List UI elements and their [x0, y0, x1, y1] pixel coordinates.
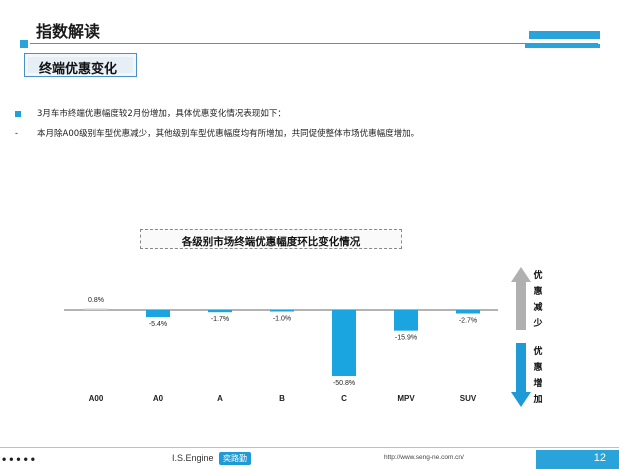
bar-C — [332, 310, 356, 376]
footer-divider — [0, 447, 619, 448]
section-title-box: 终端优惠变化 — [24, 53, 137, 77]
increase-label-char: 惠 — [533, 363, 543, 373]
page-number: 12 — [593, 452, 606, 464]
dash-bullet: - — [15, 128, 18, 138]
bar-MPV — [394, 310, 418, 331]
category-label-A00: A00 — [89, 394, 104, 403]
decrease-label-char: 惠 — [533, 287, 543, 297]
data-label-MPV: -15.9% — [395, 335, 417, 342]
bar-B — [270, 310, 294, 312]
bar-A0 — [146, 310, 170, 318]
decrease-label-char: 优 — [533, 271, 543, 281]
arrow-down-icon — [511, 343, 531, 407]
decrease-label-char: 少 — [533, 319, 543, 329]
discount-decrease-label: 优惠减少 — [532, 270, 544, 334]
increase-label-char: 加 — [533, 395, 543, 405]
footer-dots: ••••• — [2, 452, 39, 466]
footer-brand-badge: 奕路勤 — [219, 452, 251, 465]
data-label-A00: 0.8% — [88, 297, 104, 304]
header-accent-bar-top — [529, 31, 600, 39]
footer-brand: I.S.Engine — [172, 453, 214, 463]
data-label-SUV: -2.7% — [459, 318, 477, 325]
header-accent-square — [20, 40, 28, 48]
summary-line-1: 3月车市终端优惠幅度较2月份增加，具体优惠变化情况表现如下： — [37, 109, 286, 119]
data-label-A0: -5.4% — [149, 321, 167, 328]
category-label-SUV: SUV — [460, 394, 477, 403]
category-label-C: C — [341, 394, 347, 403]
bar-SUV — [456, 310, 480, 314]
header-accent-bar-bottom — [525, 44, 600, 48]
summary-line-2: 本月除A00级别车型优惠减少，其他级别车型优惠幅度均有所增加，共同促使整体市场优… — [37, 129, 420, 139]
category-label-A: A — [217, 394, 223, 403]
bar-A00 — [84, 308, 108, 310]
category-label-B: B — [279, 394, 285, 403]
chart-title-box: 各级别市场终端优惠幅度环比变化情况 — [140, 229, 402, 249]
category-label-A0: A0 — [153, 394, 164, 403]
bar-A — [208, 310, 232, 313]
bullet-square-icon — [15, 111, 21, 117]
page-number-box: 12 — [536, 450, 619, 469]
data-label-B: -1.0% — [273, 316, 291, 323]
discount-increase-label: 优惠增加 — [532, 346, 544, 410]
section-title-box-inner — [28, 57, 133, 73]
increase-label-char: 增 — [533, 379, 543, 389]
decrease-label-char: 减 — [533, 303, 543, 313]
arrow-up-icon — [511, 267, 531, 330]
increase-label-char: 优 — [533, 347, 543, 357]
section-title: 终端优惠变化 — [39, 62, 118, 77]
footer-url: http://www.seng-ne.com.cn/ — [384, 454, 464, 461]
data-label-A: -1.7% — [211, 316, 229, 323]
chart-title: 各级别市场终端优惠幅度环比变化情况 — [181, 236, 361, 248]
page-title: 指数解读 — [36, 22, 101, 41]
header-divider — [30, 43, 598, 44]
data-label-C: -50.8% — [333, 380, 355, 387]
category-label-MPV: MPV — [397, 394, 415, 403]
